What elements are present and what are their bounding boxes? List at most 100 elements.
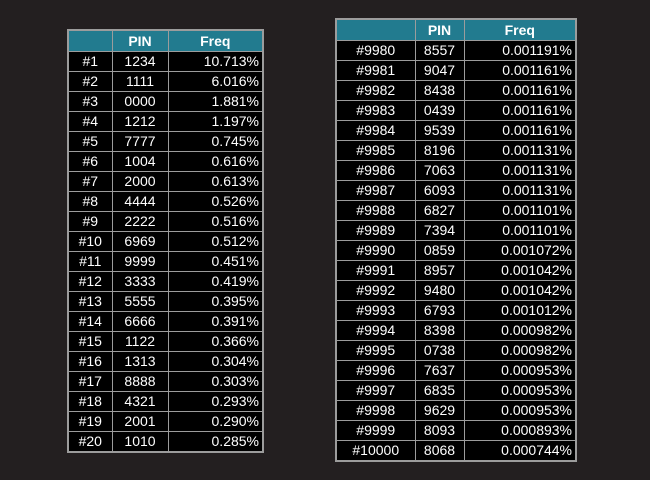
pin-cell: 4321 [111, 391, 169, 412]
pin-cell: 3333 [111, 271, 169, 292]
table-row: #17 8888 0.303% [67, 371, 264, 392]
freq-cell: 0.616% [167, 151, 264, 172]
pin-cell: 0000 [111, 91, 169, 112]
rank-cell: #4 [67, 111, 113, 132]
pin-cell: 9539 [414, 120, 465, 141]
pin-cell: 6969 [111, 231, 169, 252]
pin-cell: 9629 [414, 400, 465, 421]
pin-cell: 7394 [414, 220, 465, 241]
rank-cell: #9983 [335, 100, 416, 121]
table-row: #1 1234 10.713% [67, 51, 264, 72]
table-row: #19 2001 0.290% [67, 411, 264, 432]
rank-cell: #7 [67, 171, 113, 192]
freq-cell: 0.001042% [463, 260, 577, 281]
pin-cell: 8888 [111, 371, 169, 392]
rank-cell: #9987 [335, 180, 416, 201]
pin-cell: 7777 [111, 131, 169, 152]
pin-cell: 1010 [111, 431, 169, 453]
rank-cell: #9980 [335, 40, 416, 61]
table-row: #9991 8957 0.001042% [335, 260, 577, 281]
freq-cell: 0.001131% [463, 180, 577, 201]
rank-cell: #6 [67, 151, 113, 172]
table-row: #10000 8068 0.000744% [335, 440, 577, 462]
pin-cell: 8196 [414, 140, 465, 161]
pin-cell: 8068 [414, 440, 465, 462]
freq-cell: 0.516% [167, 211, 264, 232]
table-row: #9990 0859 0.001072% [335, 240, 577, 261]
table-row: #4 1212 1.197% [67, 111, 264, 132]
table-row: #9996 7637 0.000953% [335, 360, 577, 381]
freq-cell: 0.001161% [463, 120, 577, 141]
table-row: #9980 8557 0.001191% [335, 40, 577, 61]
freq-cell: 0.419% [167, 271, 264, 292]
table-row: #9998 9629 0.000953% [335, 400, 577, 421]
pin-cell: 1111 [111, 71, 169, 92]
pin-cell: 1004 [111, 151, 169, 172]
rank-cell: #12 [67, 271, 113, 292]
rank-header [67, 29, 113, 52]
pin-cell: 7063 [414, 160, 465, 181]
table-row: #15 1122 0.366% [67, 331, 264, 352]
rank-cell: #8 [67, 191, 113, 212]
rank-cell: #9986 [335, 160, 416, 181]
header-row: PIN Freq [67, 29, 264, 52]
table-row: #9989 7394 0.001101% [335, 220, 577, 241]
freq-cell: 1.881% [167, 91, 264, 112]
rank-cell: #9995 [335, 340, 416, 361]
header-row: PIN Freq [335, 18, 577, 41]
pin-cell: 8438 [414, 80, 465, 101]
rank-cell: #10 [67, 231, 113, 252]
freq-cell: 0.745% [167, 131, 264, 152]
rank-cell: #2 [67, 71, 113, 92]
freq-cell: 0.001161% [463, 60, 577, 81]
pin-cell: 6827 [414, 200, 465, 221]
freq-cell: 0.451% [167, 251, 264, 272]
table-row: #14 6666 0.391% [67, 311, 264, 332]
freq-cell: 0.001131% [463, 140, 577, 161]
freq-cell: 0.000953% [463, 400, 577, 421]
freq-cell: 0.001101% [463, 200, 577, 221]
table-row: #20 1010 0.285% [67, 431, 264, 453]
rank-cell: #9982 [335, 80, 416, 101]
table-row: #9984 9539 0.001161% [335, 120, 577, 141]
table-row: #9986 7063 0.001131% [335, 160, 577, 181]
rank-header [335, 18, 416, 41]
pin-cell: 4444 [111, 191, 169, 212]
table-row: #12 3333 0.419% [67, 271, 264, 292]
freq-cell: 0.000982% [463, 320, 577, 341]
rank-cell: #9988 [335, 200, 416, 221]
table-row: #9983 0439 0.001161% [335, 100, 577, 121]
rank-cell: #19 [67, 411, 113, 432]
rank-cell: #9992 [335, 280, 416, 301]
table-row: #9994 8398 0.000982% [335, 320, 577, 341]
pin-cell: 0738 [414, 340, 465, 361]
rank-cell: #5 [67, 131, 113, 152]
table-row: #9985 8196 0.001131% [335, 140, 577, 161]
table-row: #11 9999 0.451% [67, 251, 264, 272]
rank-cell: #9985 [335, 140, 416, 161]
freq-cell: 0.395% [167, 291, 264, 312]
pin-cell: 6666 [111, 311, 169, 332]
pin-cell: 9480 [414, 280, 465, 301]
pin-cell: 5555 [111, 291, 169, 312]
table-row: #10 6969 0.512% [67, 231, 264, 252]
freq-cell: 6.016% [167, 71, 264, 92]
table-row: #9999 8093 0.000893% [335, 420, 577, 441]
table-row: #9 2222 0.516% [67, 211, 264, 232]
freq-cell: 0.526% [167, 191, 264, 212]
pin-cell: 2222 [111, 211, 169, 232]
table-row: #9987 6093 0.001131% [335, 180, 577, 201]
rank-cell: #9993 [335, 300, 416, 321]
table-row: #2 1111 6.016% [67, 71, 264, 92]
pin-cell: 1122 [111, 331, 169, 352]
rank-cell: #9990 [335, 240, 416, 261]
rank-cell: #9991 [335, 260, 416, 281]
table-row: #18 4321 0.293% [67, 391, 264, 412]
freq-cell: 0.001191% [463, 40, 577, 61]
rank-cell: #11 [67, 251, 113, 272]
freq-cell: 0.000953% [463, 360, 577, 381]
freq-cell: 0.000982% [463, 340, 577, 361]
rank-cell: #9981 [335, 60, 416, 81]
freq-cell: 0.304% [167, 351, 264, 372]
rank-cell: #9989 [335, 220, 416, 241]
